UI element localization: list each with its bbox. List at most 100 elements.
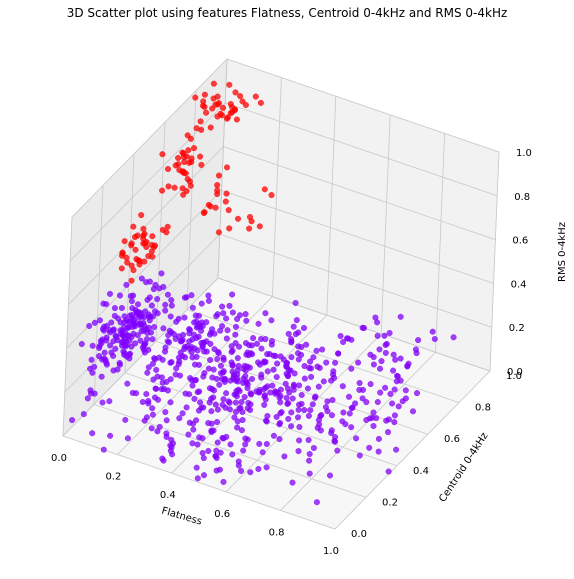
data-point [206, 399, 213, 406]
x-tick-label: 0.6 [214, 509, 230, 520]
data-point [390, 367, 397, 374]
y-tick-label: 0.0 [351, 529, 367, 540]
grid-line [217, 58, 228, 279]
data-point [124, 435, 131, 442]
data-point [121, 329, 128, 336]
data-point [106, 290, 113, 297]
data-point [159, 187, 166, 194]
data-point [208, 429, 215, 436]
grid-line [223, 146, 496, 240]
grid-line [280, 352, 436, 511]
data-point [248, 218, 255, 225]
data-point [242, 435, 249, 442]
data-point [381, 332, 388, 339]
data-point [315, 383, 322, 390]
data-point [203, 319, 210, 326]
data-point [412, 346, 419, 353]
data-point [134, 301, 141, 308]
data-point [232, 89, 239, 96]
y-tick-label: 1.0 [506, 371, 522, 382]
data-point [151, 356, 158, 363]
data-point [89, 342, 96, 349]
data-point [414, 390, 421, 397]
data-point [103, 334, 110, 341]
data-point [285, 330, 292, 337]
data-point [199, 102, 206, 109]
data-point [247, 469, 254, 476]
data-point [149, 336, 156, 343]
data-point [240, 447, 247, 454]
data-point [389, 400, 396, 407]
data-point [232, 399, 239, 406]
data-point [162, 301, 169, 308]
data-point [193, 353, 200, 360]
data-point [164, 165, 171, 172]
data-point [146, 317, 153, 324]
data-point [316, 364, 323, 371]
data-point [198, 300, 205, 307]
data-point [198, 126, 205, 133]
data-point [154, 296, 161, 303]
data-point [126, 351, 133, 358]
data-point [149, 313, 156, 320]
data-point [128, 242, 135, 249]
data-point [356, 386, 363, 393]
data-point [397, 377, 404, 384]
data-point [375, 448, 382, 455]
y-tick-label: 0.8 [475, 403, 491, 414]
data-point [125, 324, 132, 331]
data-point [219, 303, 226, 310]
data-point [375, 435, 382, 442]
x-tick-label: 0.0 [51, 453, 67, 464]
data-point [205, 297, 212, 304]
data-point [288, 423, 295, 430]
data-point [261, 186, 268, 193]
data-point [229, 291, 236, 298]
data-point [329, 397, 336, 404]
data-point [149, 411, 156, 418]
data-point [385, 429, 392, 436]
data-point [372, 314, 379, 321]
data-point [276, 436, 283, 443]
data-point [257, 99, 264, 106]
data-point [186, 330, 193, 337]
data-point [120, 339, 127, 346]
data-point [181, 158, 188, 165]
data-point [168, 297, 175, 304]
data-point [301, 375, 308, 382]
data-point [450, 334, 457, 341]
data-point [151, 324, 158, 331]
data-point [239, 98, 246, 105]
data-point [228, 343, 235, 350]
data-point [118, 305, 125, 312]
data-point [295, 350, 302, 357]
data-point [285, 415, 292, 422]
data-point [145, 398, 152, 405]
data-point [415, 337, 422, 344]
data-point [184, 176, 191, 183]
data-point [133, 319, 140, 326]
data-point [148, 302, 155, 309]
data-point [78, 341, 85, 348]
data-point [140, 232, 147, 239]
data-point [198, 161, 205, 168]
data-point [225, 207, 232, 214]
data-point [293, 317, 300, 324]
data-point [337, 333, 344, 340]
data-point [323, 359, 330, 366]
data-point [160, 325, 167, 332]
data-point [226, 81, 233, 88]
data-point [236, 312, 243, 319]
data-point [112, 345, 119, 352]
data-point [234, 378, 241, 385]
data-point [295, 356, 302, 363]
data-point [296, 424, 303, 431]
data-point [223, 433, 230, 440]
data-point [159, 455, 166, 462]
grid-line [124, 372, 398, 467]
data-point [367, 381, 374, 388]
data-point [194, 389, 201, 396]
data-point [252, 93, 259, 100]
grid-line [62, 216, 73, 437]
data-point [149, 405, 156, 412]
